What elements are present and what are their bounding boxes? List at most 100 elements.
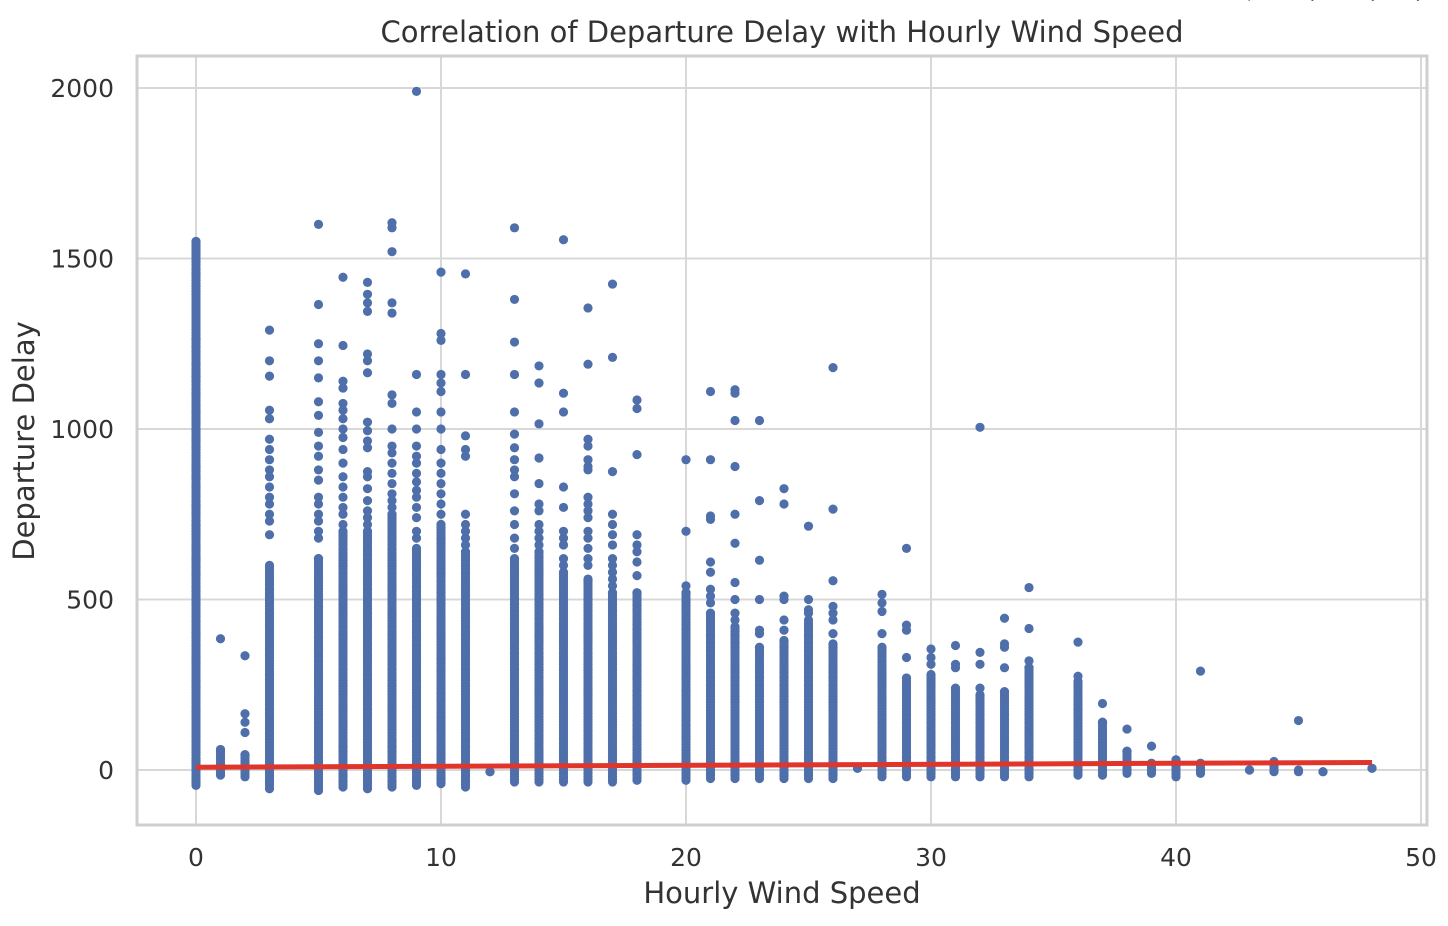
data-point (338, 376, 348, 386)
point-column (534, 361, 544, 787)
data-point (509, 489, 520, 499)
point-column (1097, 698, 1108, 780)
data-point (632, 395, 642, 405)
data-point (264, 414, 275, 424)
y-tick-label: 0 (98, 756, 114, 785)
data-point (338, 519, 348, 530)
data-point (264, 356, 275, 366)
point-column (730, 385, 740, 784)
data-point (730, 461, 740, 472)
data-point (803, 608, 814, 618)
data-point (313, 373, 324, 383)
data-point (1122, 746, 1132, 756)
clipped-neighbor-title: Correlation of Departure Delay with Hour… (1163, 0, 1422, 2)
data-point (387, 398, 397, 409)
data-point (975, 683, 985, 693)
data-point (779, 594, 789, 605)
data-point (509, 472, 520, 482)
data-point (583, 506, 593, 516)
data-point (558, 533, 569, 543)
data-point (730, 388, 740, 398)
data-point (534, 519, 544, 530)
data-point (534, 533, 544, 543)
data-point (411, 502, 422, 513)
data-point (264, 482, 275, 492)
data-point (607, 467, 618, 477)
data-point (534, 453, 544, 463)
data-point (264, 465, 275, 475)
data-point (338, 482, 348, 492)
point-column (828, 363, 838, 784)
data-point (264, 371, 275, 381)
data-point (460, 526, 471, 536)
data-point (779, 635, 789, 646)
data-point (362, 306, 373, 316)
point-column (460, 269, 471, 792)
data-point (313, 475, 324, 485)
data-point (411, 369, 422, 380)
data-point (460, 431, 471, 441)
data-point (1293, 765, 1304, 775)
point-column (1367, 763, 1377, 773)
data-point (509, 533, 520, 543)
data-point (191, 390, 201, 400)
data-point (387, 458, 397, 468)
x-tick-label: 20 (670, 843, 702, 872)
plot-frame (135, 54, 1429, 827)
y-tick-label: 1500 (50, 245, 114, 274)
data-point (877, 606, 887, 617)
data-point (264, 530, 275, 540)
data-point (338, 458, 348, 468)
data-point (362, 289, 373, 299)
x-tick-label: 30 (915, 843, 947, 872)
data-point (926, 644, 936, 654)
point-column (779, 484, 789, 784)
data-point (362, 368, 373, 378)
data-point (338, 526, 348, 536)
data-point (338, 432, 348, 443)
data-point (460, 509, 471, 519)
data-point (828, 363, 838, 373)
points-layer (191, 86, 1377, 796)
data-point (338, 272, 348, 282)
data-point (509, 337, 520, 347)
data-point (264, 325, 275, 335)
data-point (1024, 582, 1034, 593)
data-point (313, 526, 324, 536)
data-point (387, 509, 397, 519)
data-point (191, 334, 201, 344)
data-point (313, 509, 324, 519)
data-point (975, 647, 985, 657)
data-point (460, 444, 471, 455)
data-point (1367, 763, 1377, 773)
data-point (534, 547, 544, 557)
data-point (509, 443, 520, 453)
data-point (362, 436, 373, 446)
point-column (558, 235, 569, 787)
data-point (705, 386, 716, 397)
data-point (509, 519, 520, 530)
data-point (828, 639, 838, 649)
data-point (632, 403, 642, 414)
data-point (509, 455, 520, 465)
data-point (509, 465, 520, 475)
data-point (411, 86, 422, 97)
data-point (215, 634, 226, 644)
data-point (436, 489, 446, 499)
data-point (191, 236, 201, 247)
data-point (607, 560, 618, 571)
data-point (558, 567, 569, 577)
point-column (950, 640, 961, 782)
data-point (607, 279, 618, 289)
data-point (411, 477, 422, 487)
data-point (338, 424, 348, 434)
data-point (607, 574, 618, 584)
data-point (1318, 767, 1328, 777)
data-point (338, 414, 348, 424)
data-point (264, 472, 275, 482)
point-column (803, 521, 814, 784)
data-point (313, 499, 324, 509)
data-point (387, 308, 397, 318)
data-point (436, 386, 446, 397)
